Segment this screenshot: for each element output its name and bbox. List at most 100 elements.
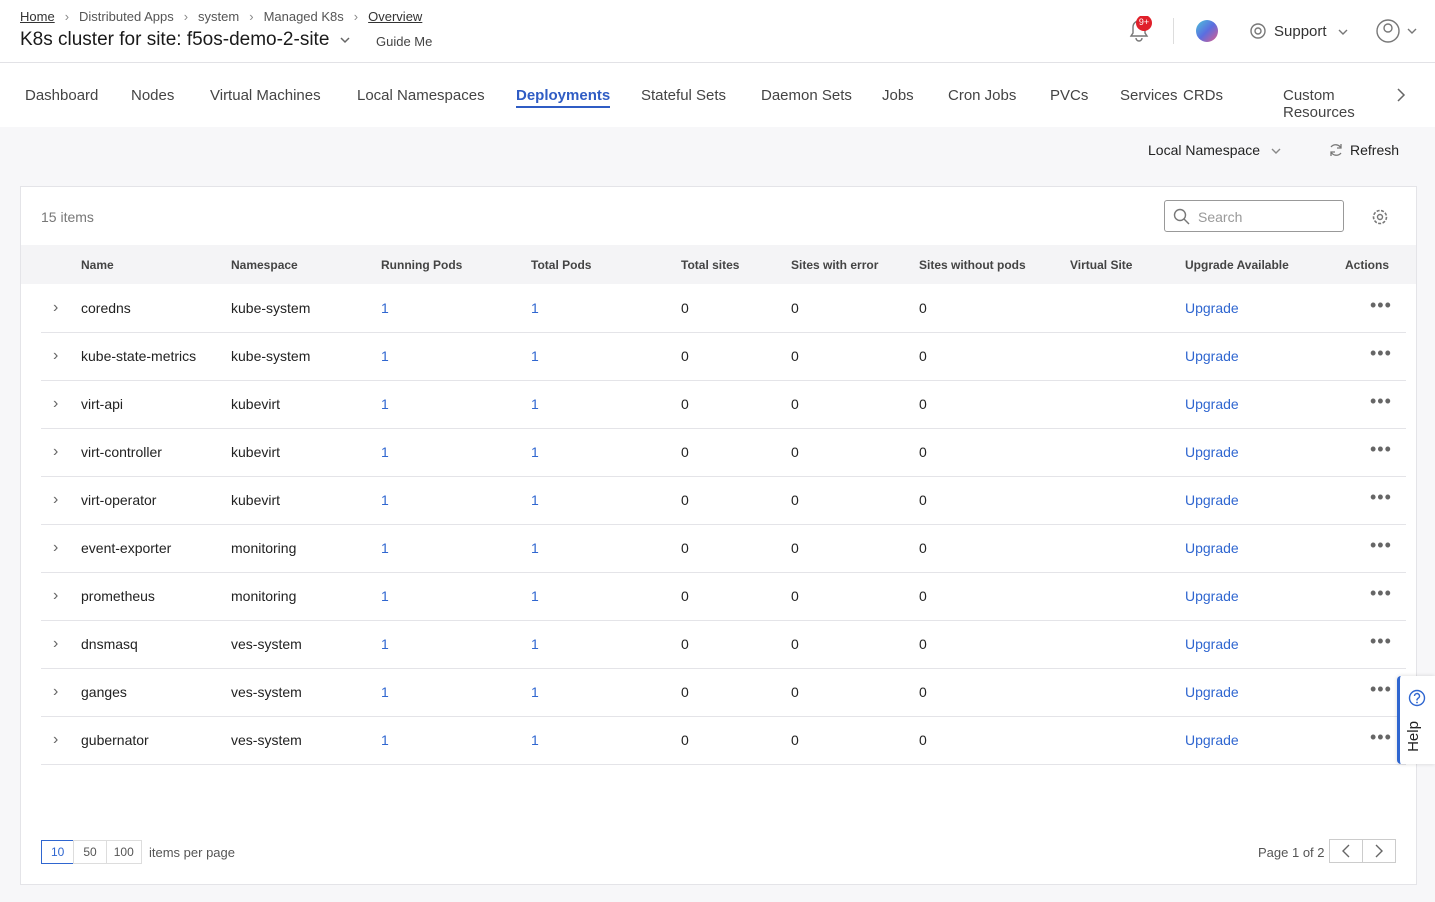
avatar-logo[interactable] [1195, 19, 1219, 43]
tab[interactable]: Custom Resources [1283, 87, 1384, 121]
column-header: Total sites [681, 258, 739, 272]
upgrade-cell[interactable]: Upgrade [1185, 396, 1239, 412]
expand-toggle[interactable]: › [53, 299, 58, 317]
row-actions[interactable]: ••• [1370, 439, 1392, 460]
tab[interactable]: Dashboard [25, 87, 98, 104]
total-pods-cell[interactable]: 1 [531, 636, 539, 652]
tab[interactable]: Nodes [131, 87, 174, 104]
row-actions[interactable]: ••• [1370, 343, 1392, 364]
breadcrumb[interactable]: Overview [368, 9, 422, 24]
guide-me[interactable]: Guide Me [376, 34, 432, 49]
breadcrumb[interactable]: Managed K8s [264, 9, 344, 24]
total-pods-cell[interactable]: 1 [531, 588, 539, 604]
item-count: 15 items [41, 209, 94, 225]
tab[interactable]: Deployments [516, 87, 610, 108]
user-menu[interactable] [1375, 17, 1419, 45]
breadcrumb[interactable]: Distributed Apps [79, 9, 174, 24]
total-pods-cell[interactable]: 1 [531, 684, 539, 700]
name-cell: gubernator [81, 732, 149, 748]
breadcrumb[interactable]: system [198, 9, 239, 24]
refresh-button[interactable]: Refresh [1328, 142, 1399, 158]
name-cell: coredns [81, 300, 131, 316]
row-actions[interactable]: ••• [1370, 391, 1392, 412]
expand-toggle[interactable]: › [53, 395, 58, 413]
sites-with-error-cell: 0 [791, 540, 799, 556]
tab[interactable]: Virtual Machines [210, 87, 321, 104]
sites-with-error-cell: 0 [791, 684, 799, 700]
total-pods-cell[interactable]: 1 [531, 348, 539, 364]
tab[interactable]: CRDs [1183, 87, 1223, 104]
sites-with-error-cell: 0 [791, 636, 799, 652]
total-pods-cell[interactable]: 1 [531, 444, 539, 460]
row-actions[interactable]: ••• [1370, 679, 1392, 700]
expand-toggle[interactable]: › [53, 683, 58, 701]
table-row: ›event-exportermonitoring11000Upgrade••• [21, 525, 1416, 573]
notification-badge: 9+ [1135, 17, 1153, 27]
running-pods-cell[interactable]: 1 [381, 396, 389, 412]
tab[interactable]: Services [1120, 87, 1178, 104]
upgrade-cell[interactable]: Upgrade [1185, 444, 1239, 460]
namespace-filter[interactable]: Local Namespace [1148, 142, 1282, 158]
title-dropdown[interactable] [339, 34, 351, 46]
upgrade-cell[interactable]: Upgrade [1185, 540, 1239, 556]
page-size-option[interactable]: 100 [106, 840, 142, 864]
pager[interactable] [1329, 839, 1397, 864]
total-pods-cell[interactable]: 1 [531, 300, 539, 316]
total-pods-cell[interactable]: 1 [531, 492, 539, 508]
namespace-cell: ves-system [231, 636, 302, 652]
total-pods-cell[interactable]: 1 [531, 732, 539, 748]
help-tab[interactable]: Help [1397, 676, 1435, 764]
support-menu[interactable]: Support [1274, 23, 1327, 40]
row-actions[interactable]: ••• [1370, 631, 1392, 652]
tabs-scroll-right[interactable] [1393, 87, 1409, 103]
expand-toggle[interactable]: › [53, 731, 58, 749]
total-sites-cell: 0 [681, 636, 689, 652]
running-pods-cell[interactable]: 1 [381, 588, 389, 604]
tab[interactable]: Stateful Sets [641, 87, 726, 104]
row-actions[interactable]: ••• [1370, 487, 1392, 508]
table-settings[interactable] [1370, 207, 1390, 227]
running-pods-cell[interactable]: 1 [381, 492, 389, 508]
tab[interactable]: Local Namespaces [357, 87, 485, 104]
breadcrumb[interactable]: Home [20, 9, 55, 24]
running-pods-cell[interactable]: 1 [381, 636, 389, 652]
tab[interactable]: Daemon Sets [761, 87, 852, 104]
column-header: Sites with error [791, 258, 878, 272]
upgrade-cell[interactable]: Upgrade [1185, 348, 1239, 364]
upgrade-cell[interactable]: Upgrade [1185, 636, 1239, 652]
upgrade-cell[interactable]: Upgrade [1185, 300, 1239, 316]
tab[interactable]: Jobs [882, 87, 914, 104]
running-pods-cell[interactable]: 1 [381, 348, 389, 364]
running-pods-cell[interactable]: 1 [381, 732, 389, 748]
sites-with-error-cell: 0 [791, 444, 799, 460]
running-pods-cell[interactable]: 1 [381, 540, 389, 556]
total-pods-cell[interactable]: 1 [531, 540, 539, 556]
page-size-option[interactable]: 50 [73, 840, 106, 864]
row-actions[interactable]: ••• [1370, 727, 1392, 748]
divider [1173, 18, 1174, 44]
page-size-option[interactable]: 10 [41, 840, 74, 864]
expand-toggle[interactable]: › [53, 491, 58, 509]
row-actions[interactable]: ••• [1370, 535, 1392, 556]
expand-toggle[interactable]: › [53, 635, 58, 653]
upgrade-cell[interactable]: Upgrade [1185, 684, 1239, 700]
running-pods-cell[interactable]: 1 [381, 444, 389, 460]
running-pods-cell[interactable]: 1 [381, 300, 389, 316]
upgrade-cell[interactable]: Upgrade [1185, 492, 1239, 508]
expand-toggle[interactable]: › [53, 347, 58, 365]
expand-toggle[interactable]: › [53, 587, 58, 605]
expand-toggle[interactable]: › [53, 443, 58, 461]
search-box[interactable]: Search [1164, 200, 1344, 232]
row-actions[interactable]: ••• [1370, 583, 1392, 604]
upgrade-cell[interactable]: Upgrade [1185, 732, 1239, 748]
upgrade-cell[interactable]: Upgrade [1185, 588, 1239, 604]
row-actions[interactable]: ••• [1370, 295, 1392, 316]
tab[interactable]: Cron Jobs [948, 87, 1016, 104]
help-icon [1408, 689, 1426, 707]
column-header: Virtual Site [1070, 258, 1132, 272]
running-pods-cell[interactable]: 1 [381, 684, 389, 700]
expand-toggle[interactable]: › [53, 539, 58, 557]
breadcrumb-separator: › [354, 9, 358, 24]
total-pods-cell[interactable]: 1 [531, 396, 539, 412]
tab[interactable]: PVCs [1050, 87, 1088, 104]
